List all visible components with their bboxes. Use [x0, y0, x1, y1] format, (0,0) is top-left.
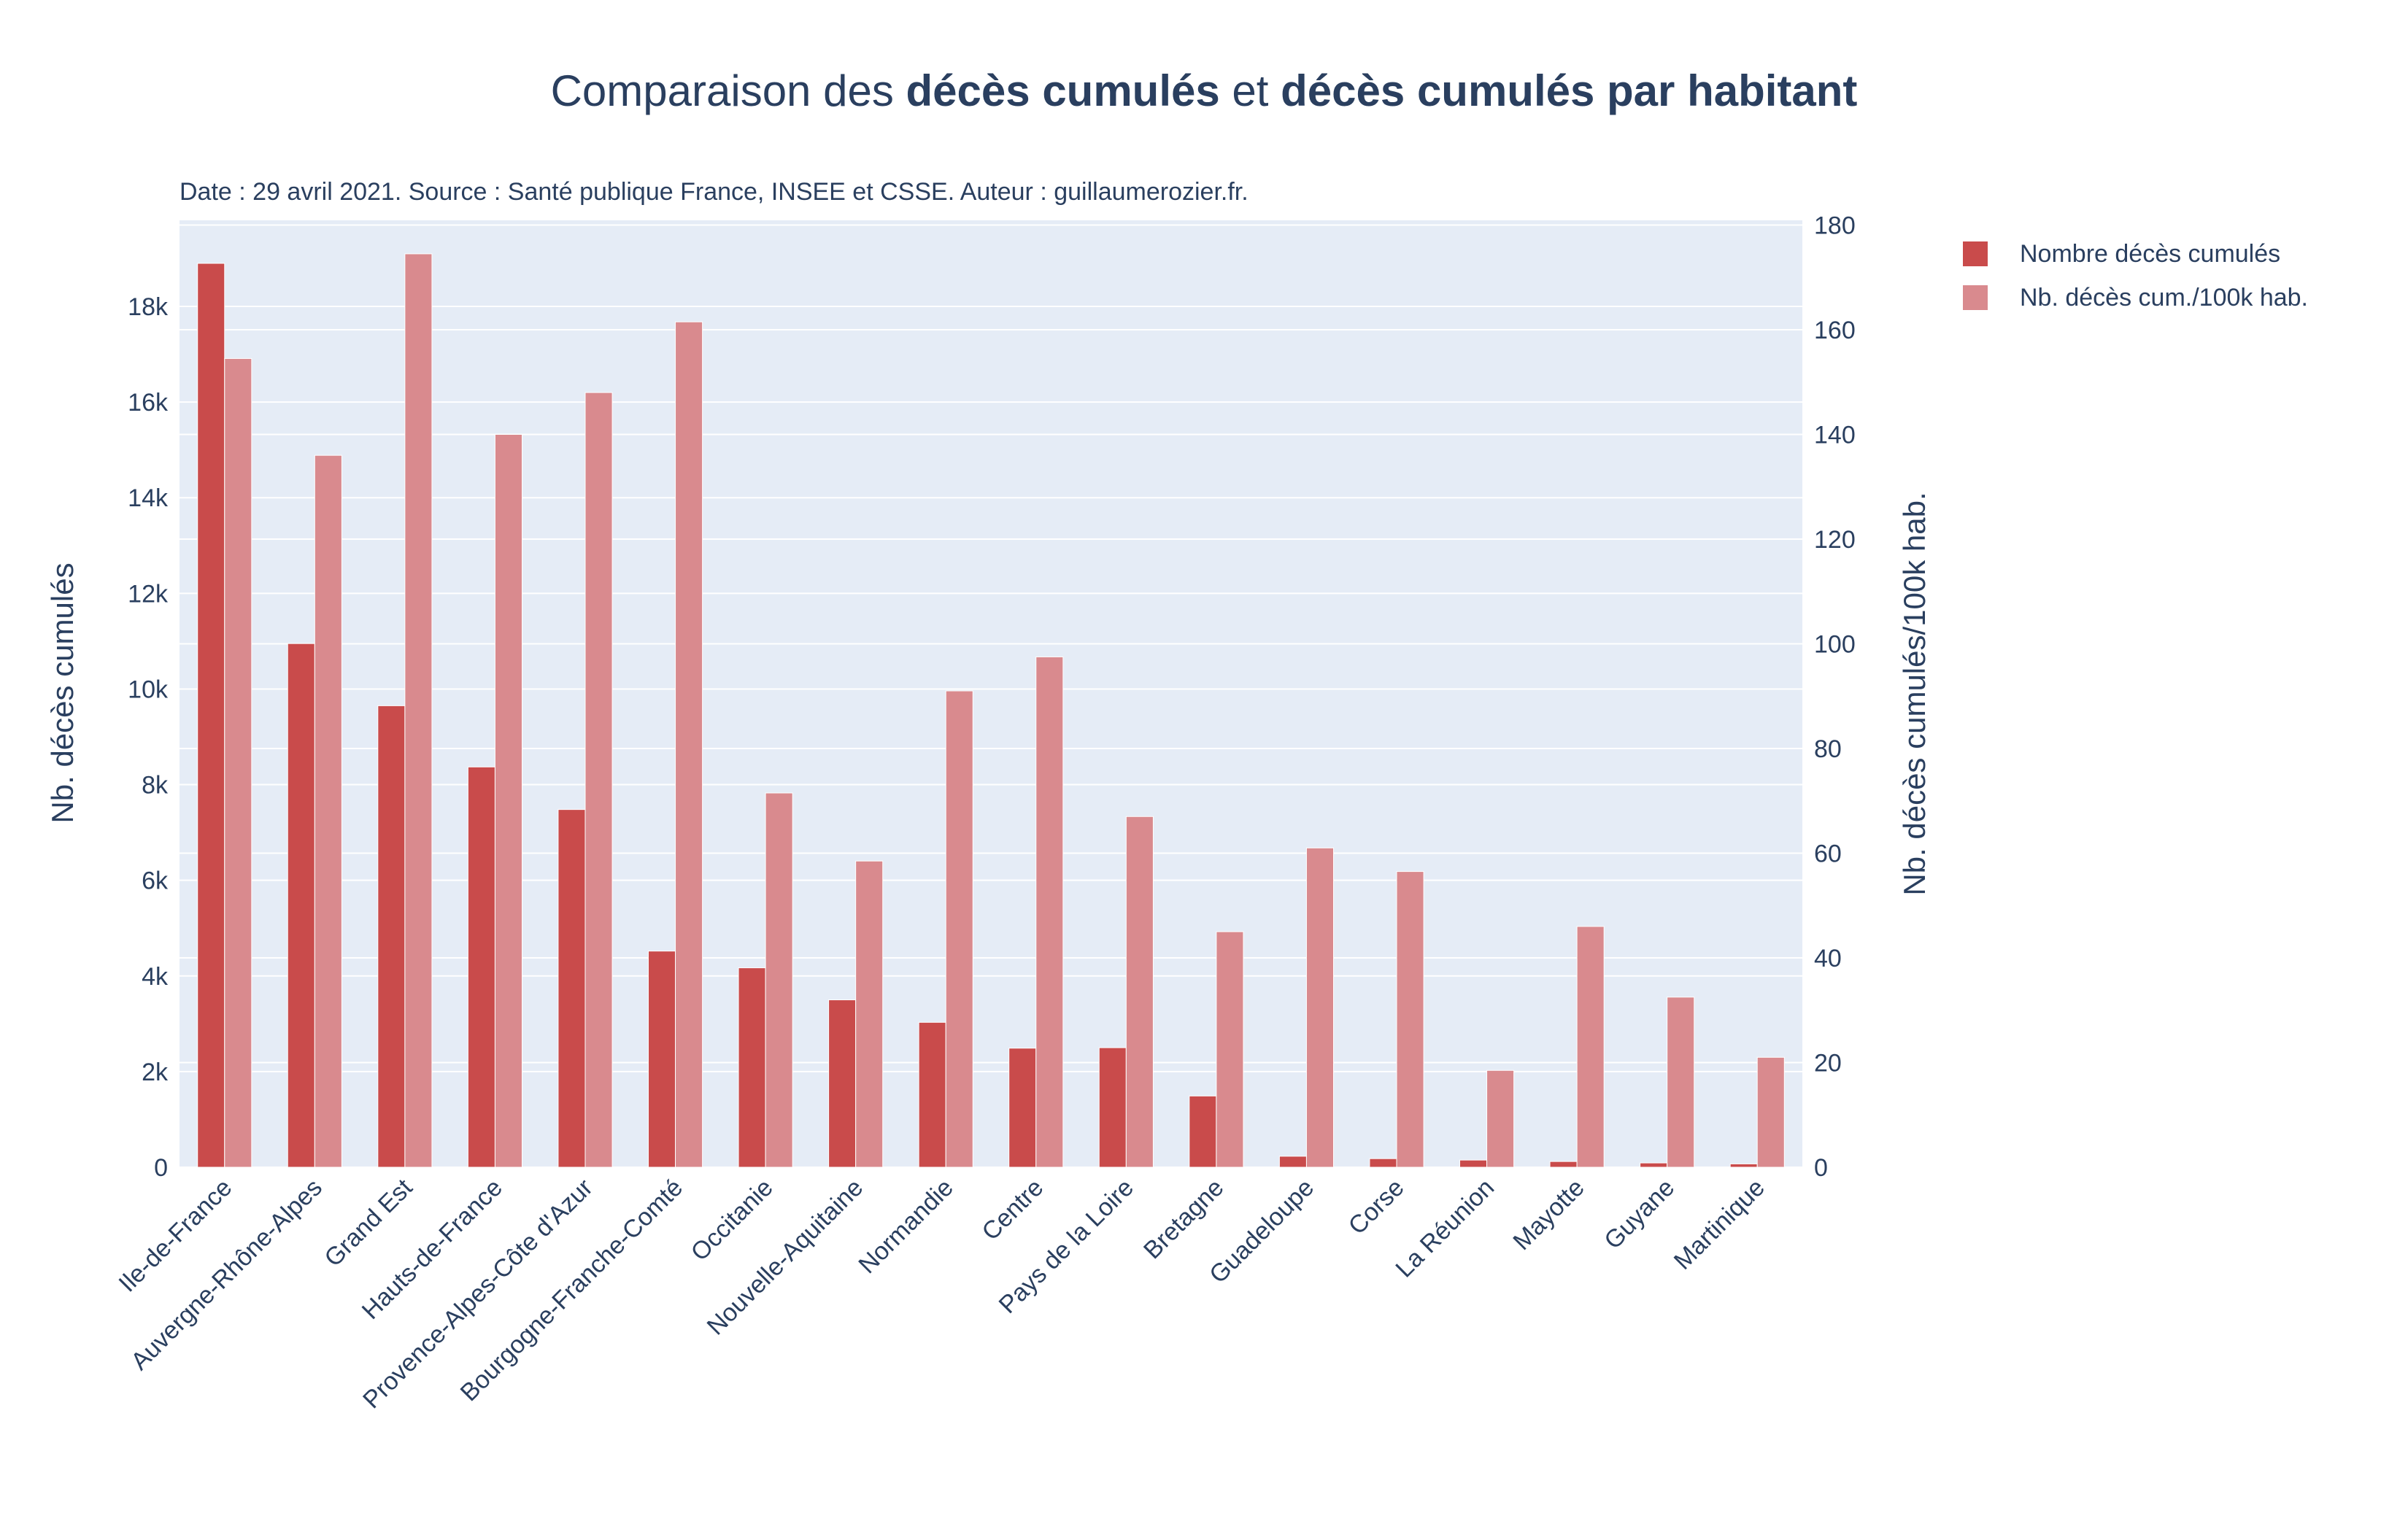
bar-deces-par-habitant[interactable]: [1576, 926, 1605, 1168]
x-tick-label: Guyane: [1599, 1174, 1680, 1255]
bar-deces-par-habitant[interactable]: [404, 253, 433, 1168]
plot-area: [180, 220, 1802, 1167]
bar-deces-par-habitant[interactable]: [1667, 997, 1695, 1168]
x-tick-label: Corse: [1343, 1174, 1410, 1240]
x-tick-label: Nouvelle-Aquitaine: [702, 1174, 869, 1341]
y-right-tick-label: 180: [1814, 212, 1856, 239]
y-right-tick-label: 20: [1814, 1049, 1842, 1077]
y-right-tick-label: 100: [1814, 630, 1856, 658]
left-axis-ticks: 0 2k 4k 6k 8k 10k 12k 14k 16k 18k: [128, 293, 169, 1182]
bar-deces-cumules[interactable]: [1008, 1048, 1037, 1168]
bar-deces-par-habitant[interactable]: [224, 357, 252, 1168]
y-tick-label: 16k: [128, 389, 169, 417]
bar-deces-cumules[interactable]: [1459, 1159, 1488, 1168]
bar-deces-par-habitant[interactable]: [1305, 847, 1335, 1168]
title-bold-1: décès cumulés: [906, 66, 1220, 115]
bar-deces-par-habitant[interactable]: [314, 454, 342, 1168]
y-right-tick-label: 80: [1814, 735, 1842, 763]
bar-deces-cumules[interactable]: [738, 967, 766, 1168]
legend-item-deces[interactable]: Nombre décès cumulés: [1963, 232, 2308, 276]
bar-deces-par-habitant[interactable]: [675, 321, 703, 1168]
y-tick-label: 2k: [142, 1059, 169, 1086]
legend-swatch-deces: [1963, 241, 1988, 266]
y-right-tick-label: 0: [1814, 1154, 1828, 1182]
y-right-tick-label: 140: [1814, 421, 1856, 449]
bar-deces-par-habitant[interactable]: [765, 792, 793, 1168]
legend-swatch-deces-par-habitant: [1963, 285, 1988, 310]
y-tick-label: 0: [154, 1154, 168, 1182]
bar-deces-cumules[interactable]: [828, 999, 857, 1168]
x-tick-label: Martinique: [1669, 1174, 1770, 1275]
right-axis-ticks: 0 20 40 60 80 100 120 140 160 180: [1814, 212, 1856, 1182]
bars: [197, 253, 1785, 1168]
x-tick-label: Centre: [976, 1174, 1049, 1246]
y-right-tick-label: 40: [1814, 945, 1842, 972]
bar-deces-par-habitant[interactable]: [1125, 816, 1154, 1168]
bar-deces-cumules[interactable]: [1369, 1158, 1397, 1168]
x-tick-label: Bretagne: [1138, 1174, 1229, 1264]
chart-subtitle: Date : 29 avril 2021. Source : Santé pub…: [180, 178, 1249, 206]
legend-label-deces: Nombre décès cumulés: [2020, 239, 2281, 268]
bar-deces-par-habitant[interactable]: [945, 690, 973, 1168]
bar-deces-cumules[interactable]: [287, 643, 315, 1168]
bar-deces-cumules[interactable]: [467, 766, 495, 1168]
bar-deces-par-habitant[interactable]: [1216, 931, 1244, 1168]
bar-deces-cumules[interactable]: [1278, 1156, 1307, 1168]
bar-deces-cumules[interactable]: [197, 263, 225, 1168]
bar-deces-par-habitant[interactable]: [494, 433, 523, 1168]
title-part-2: et: [1219, 66, 1281, 115]
bar-deces-cumules[interactable]: [918, 1021, 946, 1168]
y-tick-label: 8k: [142, 772, 169, 800]
bar-deces-par-habitant[interactable]: [1486, 1069, 1515, 1168]
bar-deces-par-habitant[interactable]: [584, 392, 613, 1168]
y-right-tick-label: 60: [1814, 840, 1842, 867]
x-tick-label: Occitanie: [686, 1174, 779, 1266]
x-tick-label: Grand Est: [319, 1173, 417, 1272]
bar-deces-cumules[interactable]: [647, 951, 676, 1168]
x-tick-label: Normandie: [853, 1174, 958, 1279]
bar-deces-cumules[interactable]: [1549, 1161, 1578, 1168]
bar-deces-cumules[interactable]: [377, 705, 406, 1168]
y-tick-label: 14k: [128, 484, 169, 512]
title-part-1: Comparaison des: [550, 66, 906, 115]
x-tick-label: Mayotte: [1508, 1174, 1589, 1256]
y-tick-label: 12k: [128, 580, 169, 608]
y-tick-label: 18k: [128, 293, 169, 321]
bar-deces-par-habitant[interactable]: [1035, 656, 1064, 1168]
bar-deces-cumules[interactable]: [1189, 1095, 1217, 1168]
bar-deces-par-habitant[interactable]: [855, 860, 884, 1168]
y-axis-label-right: Nb. décès cumulés/100k hab.: [1897, 492, 1932, 895]
y-tick-label: 10k: [128, 676, 169, 703]
bar-deces-cumules[interactable]: [1729, 1163, 1758, 1168]
y-right-tick-label: 160: [1814, 317, 1856, 344]
bar-deces-par-habitant[interactable]: [1756, 1056, 1785, 1168]
y-right-tick-label: 120: [1814, 526, 1856, 554]
bar-deces-cumules[interactable]: [1098, 1047, 1127, 1168]
bar-deces-par-habitant[interactable]: [1396, 871, 1424, 1168]
legend[interactable]: Nombre décès cumulés Nb. décès cum./100k…: [1963, 232, 2308, 320]
bar-deces-cumules[interactable]: [557, 809, 586, 1168]
legend-label-deces-par-habitant: Nb. décès cum./100k hab.: [2020, 283, 2309, 312]
x-tick-label: La Réunion: [1390, 1174, 1500, 1283]
bar-deces-cumules[interactable]: [1640, 1162, 1668, 1168]
y-tick-label: 6k: [142, 867, 169, 895]
legend-item-deces-par-habitant[interactable]: Nb. décès cum./100k hab.: [1963, 276, 2308, 320]
chart-title: Comparaison des décès cumulés et décès c…: [0, 66, 2408, 116]
y-tick-label: 4k: [142, 963, 169, 991]
gridlines: [180, 224, 1802, 1168]
y-axis-label: Nb. décès cumulés: [45, 562, 80, 823]
title-bold-2: décès cumulés par habitant: [1281, 66, 1858, 115]
